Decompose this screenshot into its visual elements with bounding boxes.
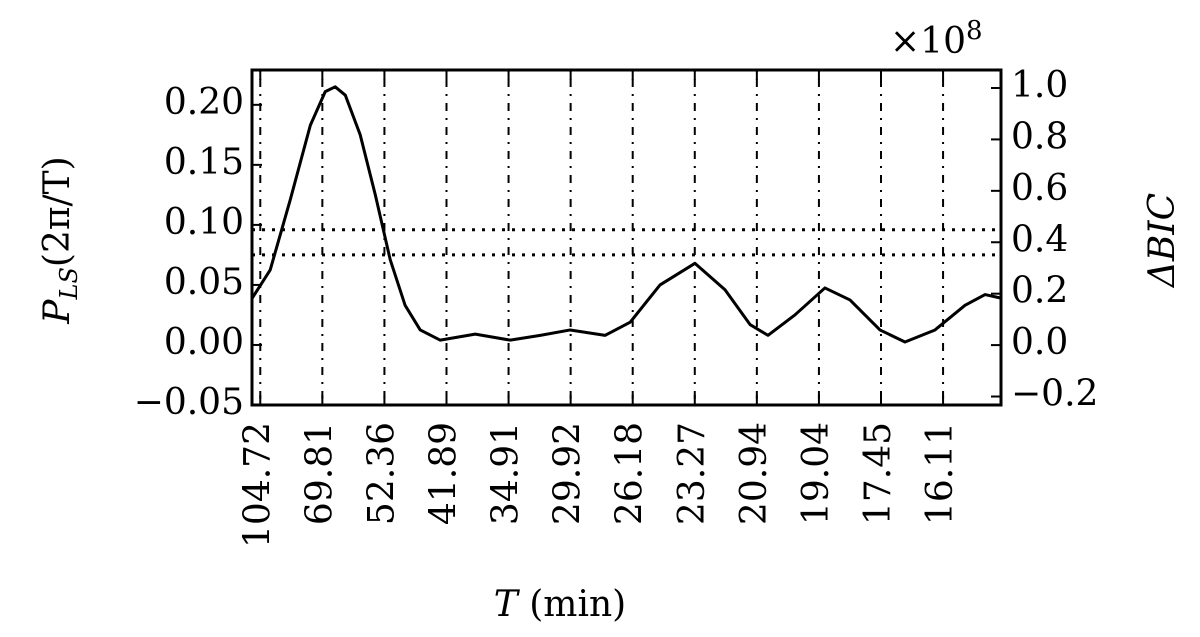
x-tick-label: 29.92 (548, 422, 589, 525)
x-tick-label: 69.81 (299, 422, 340, 525)
x-tick-label: 41.89 (423, 422, 464, 525)
y-tick-label: 0.00 (164, 322, 244, 363)
y2-tick-label: 0.8 (1011, 116, 1068, 157)
y-tick-label: 0.20 (164, 82, 244, 123)
y2-multiplier: ×108 (890, 16, 983, 62)
y2-tick-label: 0.0 (1011, 322, 1068, 363)
plot-frame (250, 68, 1003, 407)
data-line (250, 85, 1002, 344)
x-tick-label: 26.18 (610, 422, 651, 525)
x-axis-label: T (min) (494, 584, 626, 625)
y-tick-label: 0.10 (164, 202, 244, 243)
x-tick-label: 17.45 (858, 422, 899, 525)
y2-tick-label: 0.4 (1011, 219, 1068, 260)
x-tick-label: 34.91 (486, 422, 527, 525)
y-tick-label: 0.05 (164, 262, 244, 303)
x-tick-label: 104.72 (237, 422, 278, 548)
y-tick-label: 0.15 (164, 142, 244, 183)
x-tick-label: 52.36 (361, 422, 402, 525)
x-tick-label: 23.27 (672, 422, 713, 525)
y2-tick-label: 0.2 (1011, 271, 1068, 312)
x-tick-label: 19.04 (796, 422, 837, 525)
y2-axis-label: ΔBIC (1142, 193, 1183, 289)
y-axis-label: PLS(2π/T) (37, 156, 83, 324)
x-tick-label: 16.11 (920, 422, 961, 525)
y2-tick-label: 1.0 (1011, 65, 1068, 106)
y2-tick-label: 0.6 (1011, 168, 1068, 209)
y-tick-label: −0.05 (134, 382, 244, 423)
y2-tick-label: −0.2 (1011, 374, 1098, 415)
x-tick-label: 20.94 (734, 422, 775, 525)
